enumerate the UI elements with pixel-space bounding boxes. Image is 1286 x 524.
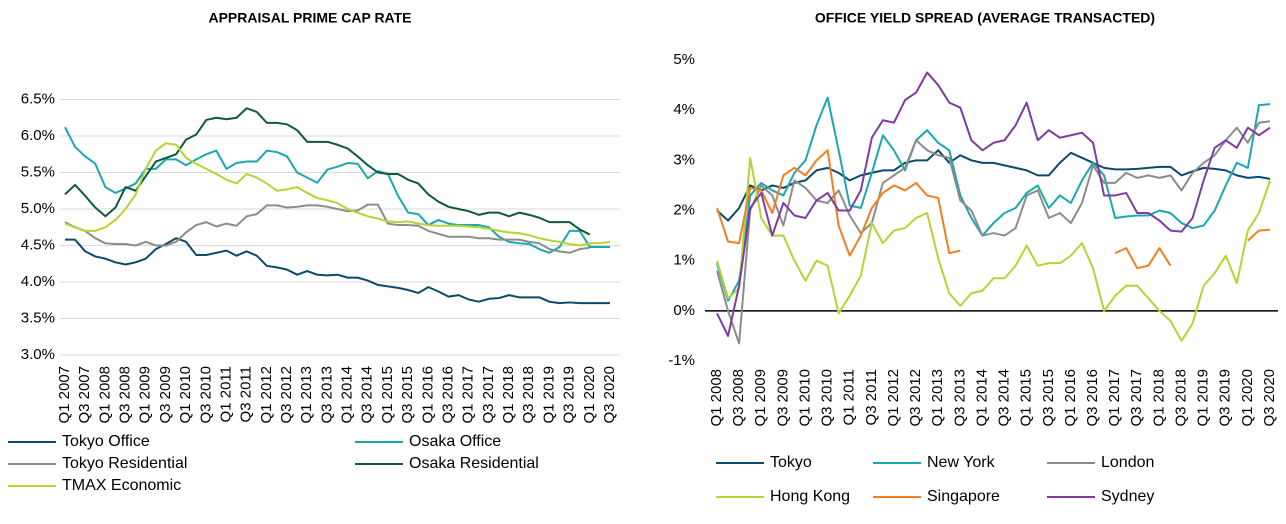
x-tick-label: Q1 2016	[419, 366, 436, 424]
x-tick-label: Q3 2014	[359, 366, 376, 424]
x-tick-label: Q3 2016	[1084, 369, 1101, 427]
series-line	[716, 96, 1271, 302]
x-tick-label: Q1 2014	[973, 369, 990, 427]
series-line	[1114, 247, 1172, 270]
legend-label: TMAX Economic	[62, 477, 181, 494]
x-tick-label: Q1 2015	[379, 366, 396, 424]
series-line	[64, 203, 590, 254]
x-tick-label: Q3 2008	[117, 366, 134, 424]
y-tick-label: 6.5%	[21, 90, 55, 107]
legend-label: Osaka Office	[409, 433, 501, 450]
x-tick-label: Q3 2009	[157, 366, 174, 424]
x-tick-label: Q1 2008	[708, 369, 725, 427]
x-tick-label: Q3 2011	[238, 366, 255, 422]
x-tick-label: Q1 2010	[796, 369, 813, 427]
x-tick-label: Q3 2012	[278, 366, 295, 424]
x-tick-label: Q1 2016	[1062, 369, 1079, 427]
legend-label: Tokyo Residential	[62, 455, 187, 472]
chart-title: OFFICE YIELD SPREAD (AVERAGE TRANSACTED)	[815, 10, 1155, 26]
y-tick-label: 4.5%	[21, 236, 55, 253]
y-tick-label: 4.0%	[21, 273, 55, 290]
legend-label: Hong Kong	[770, 488, 850, 505]
x-tick-label: Q1 2014	[339, 366, 356, 424]
x-tick-label: Q1 2018	[1150, 369, 1167, 427]
x-tick-label: Q3 2019	[561, 366, 578, 424]
x-tick-label: Q1 2019	[1195, 369, 1212, 427]
x-tick-label: Q3 2018	[1172, 369, 1189, 427]
x-tick-label: Q3 2020	[601, 366, 618, 424]
x-tick-label: Q1 2013	[929, 369, 946, 427]
series-line	[716, 156, 1271, 342]
x-tick-label: Q1 2020	[581, 366, 598, 424]
y-tick-label: 5.5%	[21, 163, 55, 180]
x-tick-label: Q1 2015	[1018, 369, 1035, 427]
x-tick-label: Q3 2017	[1128, 369, 1145, 427]
x-tick-label: Q1 2012	[885, 369, 902, 427]
chart-title: APPRAISAL PRIME CAP RATE	[208, 10, 411, 26]
x-tick-label: Q3 2015	[399, 366, 416, 424]
x-tick-label: Q3 2016	[439, 366, 456, 424]
x-tick-label: Q1 2017	[1106, 369, 1123, 427]
y-tick-label: 5.0%	[21, 200, 55, 217]
x-tick-label: Q3 2008	[730, 369, 747, 427]
x-tick-label: Q3 2011	[863, 369, 880, 425]
x-tick-label: Q3 2020	[1261, 369, 1278, 427]
series-line	[64, 107, 591, 236]
y-tick-label: 3.5%	[21, 309, 55, 326]
legend-label: Osaka Residential	[409, 455, 539, 472]
x-tick-label: Q1 2010	[177, 366, 194, 424]
series-line	[64, 142, 611, 247]
legend-label: London	[1101, 454, 1154, 471]
series-line	[716, 71, 1271, 337]
x-tick-label: Q1 2017	[460, 366, 477, 424]
y-tick-label: 4%	[673, 101, 695, 118]
x-tick-label: Q1 2011	[217, 366, 234, 422]
x-tick-label: Q1 2019	[540, 366, 557, 424]
x-tick-label: Q1 2012	[258, 366, 275, 424]
series-line	[716, 149, 961, 257]
x-tick-label: Q3 2015	[1040, 369, 1057, 427]
y-tick-label: 3.0%	[21, 346, 55, 363]
x-tick-label: Q3 2009	[774, 369, 791, 427]
x-tick-label: Q3 2010	[197, 366, 214, 424]
x-tick-label: Q3 2018	[520, 366, 537, 424]
x-tick-label: Q3 2013	[951, 369, 968, 427]
x-tick-label: Q1 2009	[752, 369, 769, 427]
y-tick-label: 0%	[673, 302, 695, 319]
x-tick-label: Q3 2007	[76, 366, 93, 424]
x-tick-label: Q3 2014	[996, 369, 1013, 427]
x-tick-label: Q1 2018	[500, 366, 517, 424]
x-tick-label: Q1 2008	[96, 366, 113, 424]
series-line	[65, 237, 610, 305]
legend-label: Tokyo Office	[62, 433, 150, 450]
x-tick-label: Q3 2010	[819, 369, 836, 427]
x-tick-label: Q3 2012	[907, 369, 924, 427]
series-line	[64, 126, 610, 254]
x-tick-label: Q3 2017	[480, 366, 497, 424]
legend-label: Sydney	[1101, 488, 1154, 505]
series-line	[1247, 228, 1271, 242]
y-tick-label: 2%	[673, 201, 695, 218]
y-tick-label: 3%	[673, 151, 695, 168]
x-tick-label: Q1 2013	[298, 366, 315, 424]
legend-label: Tokyo	[770, 454, 812, 471]
x-tick-label: Q1 2007	[56, 366, 73, 424]
series-line	[716, 120, 1271, 345]
y-tick-label: 6.0%	[21, 127, 55, 144]
y-tick-label: -1%	[668, 352, 695, 369]
x-tick-label: Q3 2019	[1217, 369, 1234, 427]
legend-label: Singapore	[927, 488, 1000, 505]
x-tick-label: Q1 2011	[841, 369, 858, 425]
series-line	[716, 149, 1271, 222]
y-tick-label: 5%	[673, 51, 695, 68]
legend-label: New York	[927, 454, 996, 471]
x-tick-label: Q1 2020	[1239, 369, 1256, 427]
y-tick-label: 1%	[673, 252, 695, 269]
x-tick-label: Q3 2013	[318, 366, 335, 424]
x-tick-label: Q1 2009	[137, 366, 154, 424]
